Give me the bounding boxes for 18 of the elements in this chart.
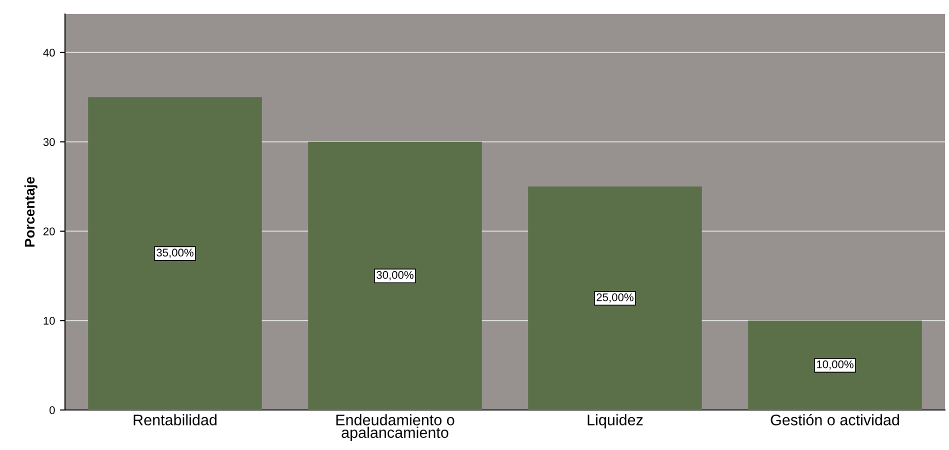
y-tick-label: 30 — [43, 138, 55, 146]
x-tick-label: Liquidez — [588, 414, 643, 428]
data-label: 30,00% — [376, 271, 414, 280]
bar — [748, 320, 922, 410]
x-tick-label: Rentabilidad — [134, 414, 216, 426]
y-tick-label: 0 — [50, 406, 55, 414]
y-tick-label: 20 — [43, 227, 55, 236]
data-label: 25,00% — [596, 293, 634, 303]
data-label: 10,00% — [817, 360, 854, 370]
y-tick-label: 10 — [44, 316, 55, 325]
y-axis-title: Porcentaje — [24, 176, 38, 247]
x-tick-label: Gestión o actividad — [770, 414, 899, 426]
bar — [88, 97, 262, 410]
bar — [528, 186, 702, 410]
bar — [308, 142, 482, 410]
y-tick-label: 40 — [43, 48, 55, 57]
data-label: 35,00% — [156, 248, 194, 258]
x-tick-label: Endeudamiento o apalancamiento — [336, 414, 454, 441]
